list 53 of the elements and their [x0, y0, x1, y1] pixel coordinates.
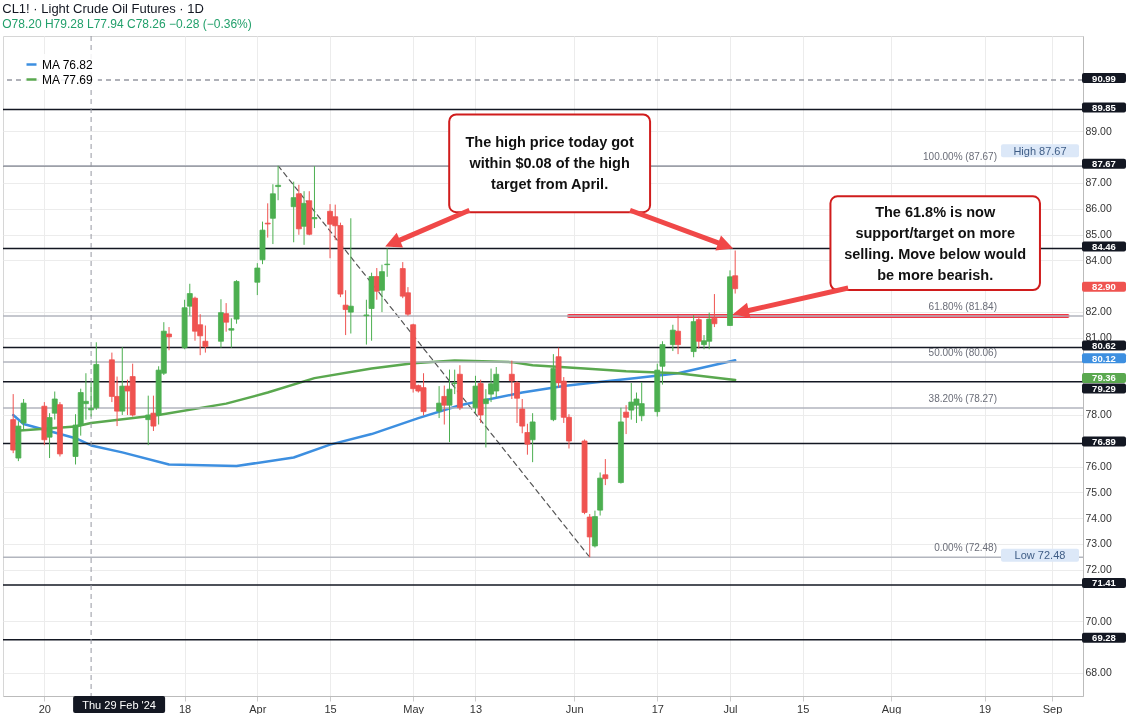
ref-line-label: 87.67 [1092, 158, 1116, 170]
text: 82.90 [1092, 281, 1116, 293]
ref-line-label: 89.85 [1092, 101, 1117, 113]
x-tick-label: 18 [178, 702, 192, 715]
annotation: The high price today got within $0.08 of the high target from April. [465, 134, 634, 193]
ref-line-label: 90.99 [1092, 72, 1116, 84]
ref-line-label: 38.20% (78.27) [928, 393, 997, 405]
x-tick-label: Apr [249, 702, 267, 715]
ref-line-label: 76.89 [1092, 436, 1116, 448]
ref-line-label: 69.28 [1092, 632, 1116, 644]
x-tick-label: 19 [978, 702, 992, 715]
text: 79.36 [1092, 372, 1116, 384]
y-tick-label: 82.00 [1085, 305, 1112, 318]
x-tick-label: 15 [797, 702, 810, 715]
x-tick-label: 20 [38, 702, 51, 715]
x-tick-label: 17 [651, 702, 664, 715]
x-tick-label: Sep [1042, 702, 1063, 715]
y-tick-label: 72.00 [1085, 563, 1112, 576]
ref-line-label: 50.00% (80.06) [928, 346, 997, 358]
y-tick-label: 74.00 [1085, 511, 1112, 524]
y-tick-label: 70.00 [1085, 614, 1112, 627]
x-tick-label: May [403, 702, 425, 715]
chart-subtitle: O78.20 H79.28 L77.94 C78.26 −0.28 (−0.36%) [2, 16, 252, 31]
y-tick-label: 84.00 [1085, 253, 1112, 266]
chart-title: CL1! · Light Crude Oil Futures · 1D [2, 0, 204, 16]
ref-line-label: 71.41 [1092, 577, 1117, 589]
ref-line-label: 0.00% (72.48) [934, 542, 997, 554]
y-tick-label: 73.00 [1085, 537, 1112, 550]
ref-line-label: 100.00% (87.67) [923, 150, 997, 162]
x-tick-label: Aug [881, 702, 902, 715]
y-tick-label: 75.00 [1085, 485, 1112, 498]
annotation: Low 72.48 [1014, 549, 1066, 562]
y-tick-label: 81.00 [1085, 331, 1112, 344]
x-tick-label: Jun [565, 702, 584, 715]
x-tick-label: 15 [324, 702, 337, 715]
annotation: High 87.67 [1013, 144, 1067, 157]
y-tick-label: 68.00 [1085, 666, 1112, 679]
x-tick-label: Jul [723, 702, 738, 715]
text: 80.12 [1092, 352, 1116, 364]
legend-label: MA 77.69 [42, 72, 94, 87]
x-tick-label: 13 [469, 702, 483, 715]
y-tick-label: 85.00 [1085, 228, 1112, 241]
ref-line-label: Thu 29 Feb '24 [82, 698, 156, 711]
annotation: The 61.8% is now support/target on more selling. Move below would be more bearish. [844, 203, 1027, 283]
ref-line-label: 61.80% (81.84) [928, 300, 997, 312]
y-tick-label: 87.00 [1085, 176, 1112, 189]
legend-label: MA 76.82 [42, 57, 94, 72]
ref-line-label: 79.29 [1092, 382, 1116, 394]
y-tick-label: 89.00 [1085, 124, 1112, 137]
ref-line-label: 84.46 [1092, 240, 1116, 252]
y-tick-label: 86.00 [1085, 202, 1112, 215]
y-tick-label: 76.00 [1085, 460, 1112, 473]
y-tick-label: 78.00 [1085, 408, 1112, 421]
